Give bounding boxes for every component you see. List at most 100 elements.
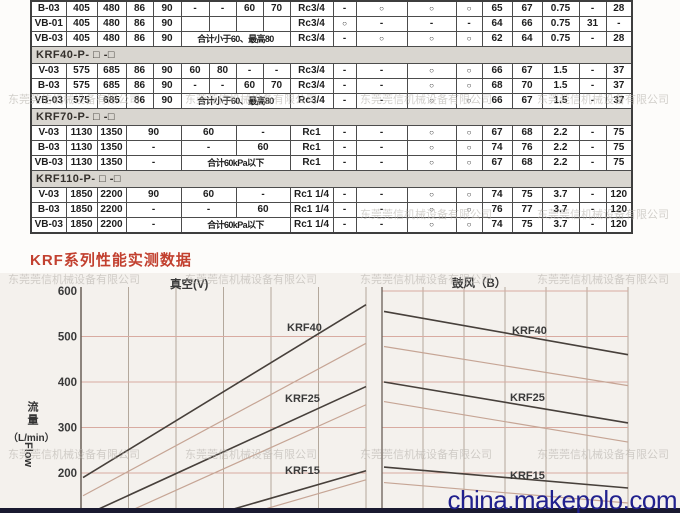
table-cell: -: [355, 217, 408, 234]
table-cell: ○: [455, 202, 483, 218]
table-cell: 74: [481, 217, 513, 234]
table-cell: 0.75: [541, 16, 580, 32]
table-cell: -: [605, 16, 633, 32]
table-cell: -: [125, 140, 182, 156]
table-cell: -: [180, 140, 237, 156]
table-cell: -: [578, 155, 607, 171]
table-cell: ○: [455, 125, 483, 141]
model-cell: VB-03: [30, 31, 67, 47]
table-cell: 2.2: [541, 155, 580, 171]
table-row: VB-01 405 480 86 90 Rc3/4 ○ - - -64 66 0.75 31-: [30, 16, 633, 32]
model-cell: VB-03: [30, 93, 67, 109]
table-cell: 28: [605, 0, 633, 17]
table-cell: 68: [511, 125, 543, 141]
table-cell: ○: [455, 140, 483, 156]
table-cell: -: [235, 187, 291, 203]
brand-watermark[interactable]: china.makepolo.com: [447, 485, 678, 513]
table-cell: 86: [125, 78, 154, 94]
table-cell: -: [355, 187, 408, 203]
table-cell: -: [262, 63, 291, 79]
table-cell: 66: [481, 93, 513, 109]
table-cell: ○: [406, 155, 457, 171]
table-cell: 37: [605, 78, 633, 94]
table-cell: 86: [125, 63, 154, 79]
table-cell: -: [125, 155, 182, 171]
section-title: KRF系列性能实测数据: [30, 252, 192, 269]
table-cell: 75: [605, 125, 633, 141]
table-cell: -: [578, 93, 607, 109]
table-cell: 62: [481, 31, 513, 47]
table-cell: 64: [511, 31, 543, 47]
table-cell: -: [355, 125, 408, 141]
table-cell: 3.7: [541, 187, 580, 203]
table-row: V-03 575 685 86 90 60 80- - Rc3/4- - ○ ○ 66 67 1.5-37: [30, 63, 633, 79]
table-cell: ○: [406, 78, 457, 94]
table-cell: 90: [125, 125, 182, 141]
table-cell: 685: [96, 63, 127, 79]
table-cell: Rc3/4: [289, 63, 334, 79]
table-cell: -: [355, 63, 408, 79]
model-cell: V-03: [30, 125, 67, 141]
table-cell: 60: [235, 140, 291, 156]
table-cell: 80: [208, 63, 237, 79]
table-cell: 405: [65, 0, 98, 17]
table-cell: 70: [262, 0, 291, 17]
table-cell: 86: [125, 93, 154, 109]
table-cell: 0.75: [541, 0, 580, 17]
table-cell: ○: [406, 93, 457, 109]
model-cell: V-03: [30, 187, 67, 203]
table-cell: 90: [152, 16, 182, 32]
table-cell: Rc3/4: [289, 93, 334, 109]
table-cell: -: [332, 78, 357, 94]
table-cell: 67: [481, 125, 513, 141]
y-axis-label-cn: 流量: [26, 401, 38, 427]
table-cell: 37: [605, 63, 633, 79]
series-line-krf15-dark: [383, 466, 629, 489]
table-cell: -: [208, 78, 237, 94]
table-cell: 405: [65, 16, 98, 32]
table-cell: 90: [152, 78, 182, 94]
table-cell: 28: [605, 31, 633, 47]
table-cell: 1130: [65, 140, 98, 156]
table-cell: 74: [481, 140, 513, 156]
table-cell: -: [332, 217, 357, 234]
table-cell: 70: [262, 78, 291, 94]
table-cell: 86: [125, 16, 154, 32]
y-axis-label-unit: （L/min）: [8, 433, 55, 444]
table-cell: -: [455, 16, 483, 32]
blower-chart-title: 鼓风（B）: [452, 278, 507, 290]
table-cell: 67: [481, 155, 513, 171]
table-row: VB-03 1850 2200- 合计60kPa以下 Rc1 1/4- - ○ ○ 74 75 3.…: [30, 217, 633, 234]
table-cell: 60: [235, 202, 291, 218]
table-cell: 1.5: [541, 93, 580, 109]
table-cell: -: [332, 0, 357, 17]
model-cell: B-03: [30, 78, 67, 94]
table-cell: 86: [125, 31, 154, 47]
spec-table: B-03 405 480 86 90- -60 70 Rc3/4- ○ ○ ○ 65 67 0.75-28…: [30, 0, 633, 234]
table-row: V-03 1130 1350 90 60- Rc1- - ○ ○ 67 68 2.2-75: [30, 125, 633, 141]
table-cell: -: [578, 125, 607, 141]
table-cell: Rc1: [289, 140, 334, 156]
series-line-krf25-light: [132, 404, 367, 509]
vacuum-chart-title: 真空(V): [170, 279, 209, 291]
table-cell: 74: [481, 187, 513, 203]
table-cell: Rc1 1/4: [289, 217, 334, 234]
table-cell: 3.7: [541, 217, 580, 234]
table-cell: -: [332, 31, 357, 47]
table-cell: 1350: [96, 140, 127, 156]
table-cell: ○: [406, 217, 457, 234]
series-line-krf40-dark: [82, 303, 367, 479]
table-section-header: KRF40-P- □ -□: [30, 46, 633, 64]
table-cell: -: [332, 140, 357, 156]
table-cell: -: [208, 0, 237, 17]
table-cell: ○: [332, 16, 357, 32]
table-cell: 64: [481, 16, 513, 32]
table-cell: 1850: [65, 187, 98, 203]
table-cell: ○: [406, 31, 457, 47]
table-cell: ○: [455, 78, 483, 94]
table-cell: 685: [96, 93, 127, 109]
performance-charts: 600 500 400 300 200 KRF40 KRF25 KRF15 KRF40 KRF25…: [58, 286, 629, 509]
series-label-krf15: KRF15: [510, 470, 545, 482]
table-cell: 60: [235, 78, 264, 94]
